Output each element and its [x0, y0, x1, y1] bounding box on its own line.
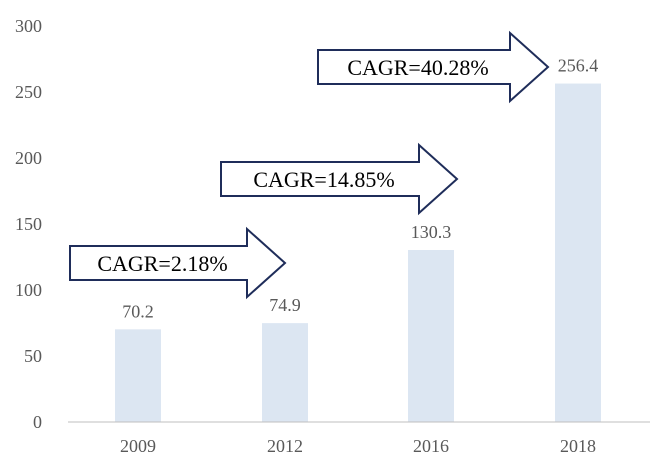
cagr-label-1: CAGR=2.18% [97, 251, 227, 276]
y-tick-label-5: 250 [15, 82, 42, 102]
y-tick-label-4: 200 [15, 148, 42, 168]
x-tick-label-2009: 2009 [120, 436, 156, 456]
data-label-2016: 130.3 [411, 222, 452, 242]
y-tick-label-2: 100 [15, 280, 42, 300]
x-tick-label-2018: 2018 [560, 436, 596, 456]
y-tick-label-3: 150 [15, 214, 42, 234]
cagr-label-3: CAGR=40.28% [347, 55, 488, 80]
data-label-2012: 74.9 [269, 295, 301, 315]
cagr-arrow-3 [317, 30, 550, 104]
y-tick-label-0: 0 [33, 412, 42, 432]
x-tick-label-2016: 2016 [413, 436, 449, 456]
cagr-label-2: CAGR=14.85% [253, 167, 394, 192]
bar-2016 [408, 250, 454, 422]
data-label-2009: 70.2 [122, 301, 154, 321]
y-tick-label-6: 300 [15, 16, 42, 36]
cagr-arrow-1 [69, 226, 287, 300]
bar-2012 [262, 323, 308, 422]
bar-2009 [115, 329, 161, 422]
x-tick-label-2012: 2012 [267, 436, 303, 456]
cagr-arrow-2 [220, 142, 459, 216]
bar-2018 [555, 83, 601, 422]
y-tick-label-1: 50 [24, 346, 42, 366]
data-label-2018: 256.4 [558, 56, 599, 76]
